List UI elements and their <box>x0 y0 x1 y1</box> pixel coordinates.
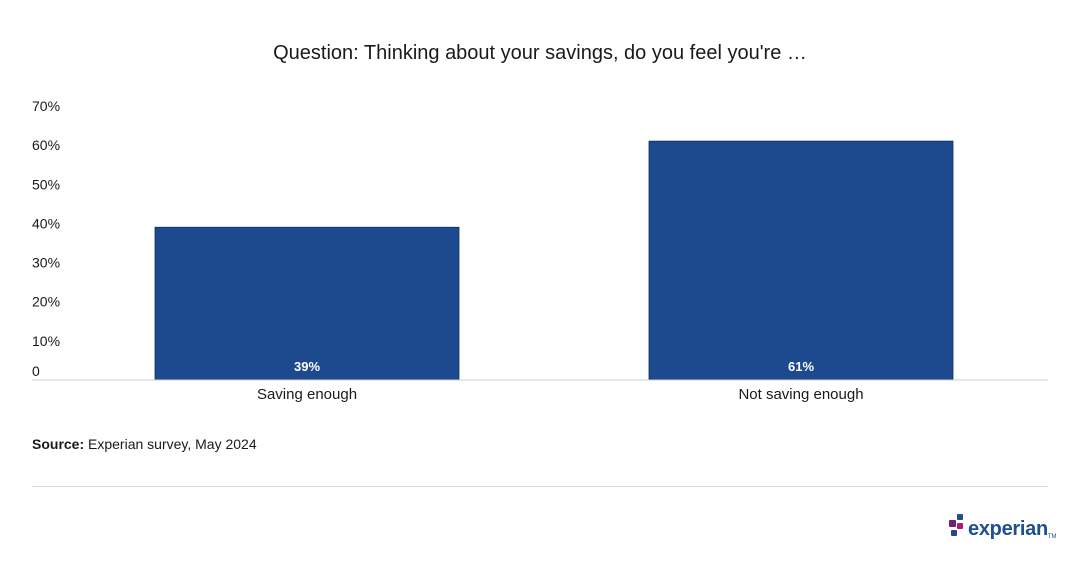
bar-not-saving-enough <box>648 140 954 381</box>
y-tick-label: 70% <box>32 98 60 114</box>
bars-group: 39% 61% <box>154 140 954 381</box>
experian-logo: experian TM <box>948 514 1057 544</box>
experian-logo-trademark: TM <box>1047 534 1057 540</box>
divider <box>32 486 1048 487</box>
y-axis: 0 10% 20% 30% 40% 50% 60% 70% <box>32 98 60 379</box>
x-category-label: Saving enough <box>257 386 357 403</box>
bar-chart: 0 10% 20% 30% 40% 50% 60% 70% 39% 61% Saving eno… <box>32 98 1048 403</box>
y-tick-label: 0 <box>32 363 40 379</box>
source-text: Experian survey, May 2024 <box>88 436 257 452</box>
y-tick-label: 60% <box>32 137 60 153</box>
experian-logo-dots-icon <box>949 514 963 536</box>
y-tick-label: 20% <box>32 294 60 310</box>
bar-saving-enough <box>154 226 460 381</box>
source-note: Source: Experian survey, May 2024 <box>32 436 257 452</box>
y-tick-label: 30% <box>32 255 60 271</box>
y-tick-label: 50% <box>32 176 60 192</box>
y-tick-label: 40% <box>32 215 60 231</box>
y-tick-label: 10% <box>32 333 60 349</box>
source-label: Source: <box>32 436 85 452</box>
bar-data-label: 61% <box>788 359 814 374</box>
chart-title: Question: Thinking about your savings, d… <box>273 42 807 64</box>
x-category-label: Not saving enough <box>738 386 863 403</box>
bar-data-label: 39% <box>294 359 320 374</box>
experian-logo-text: experian <box>968 517 1048 540</box>
x-axis: Saving enough Not saving enough <box>257 386 864 403</box>
